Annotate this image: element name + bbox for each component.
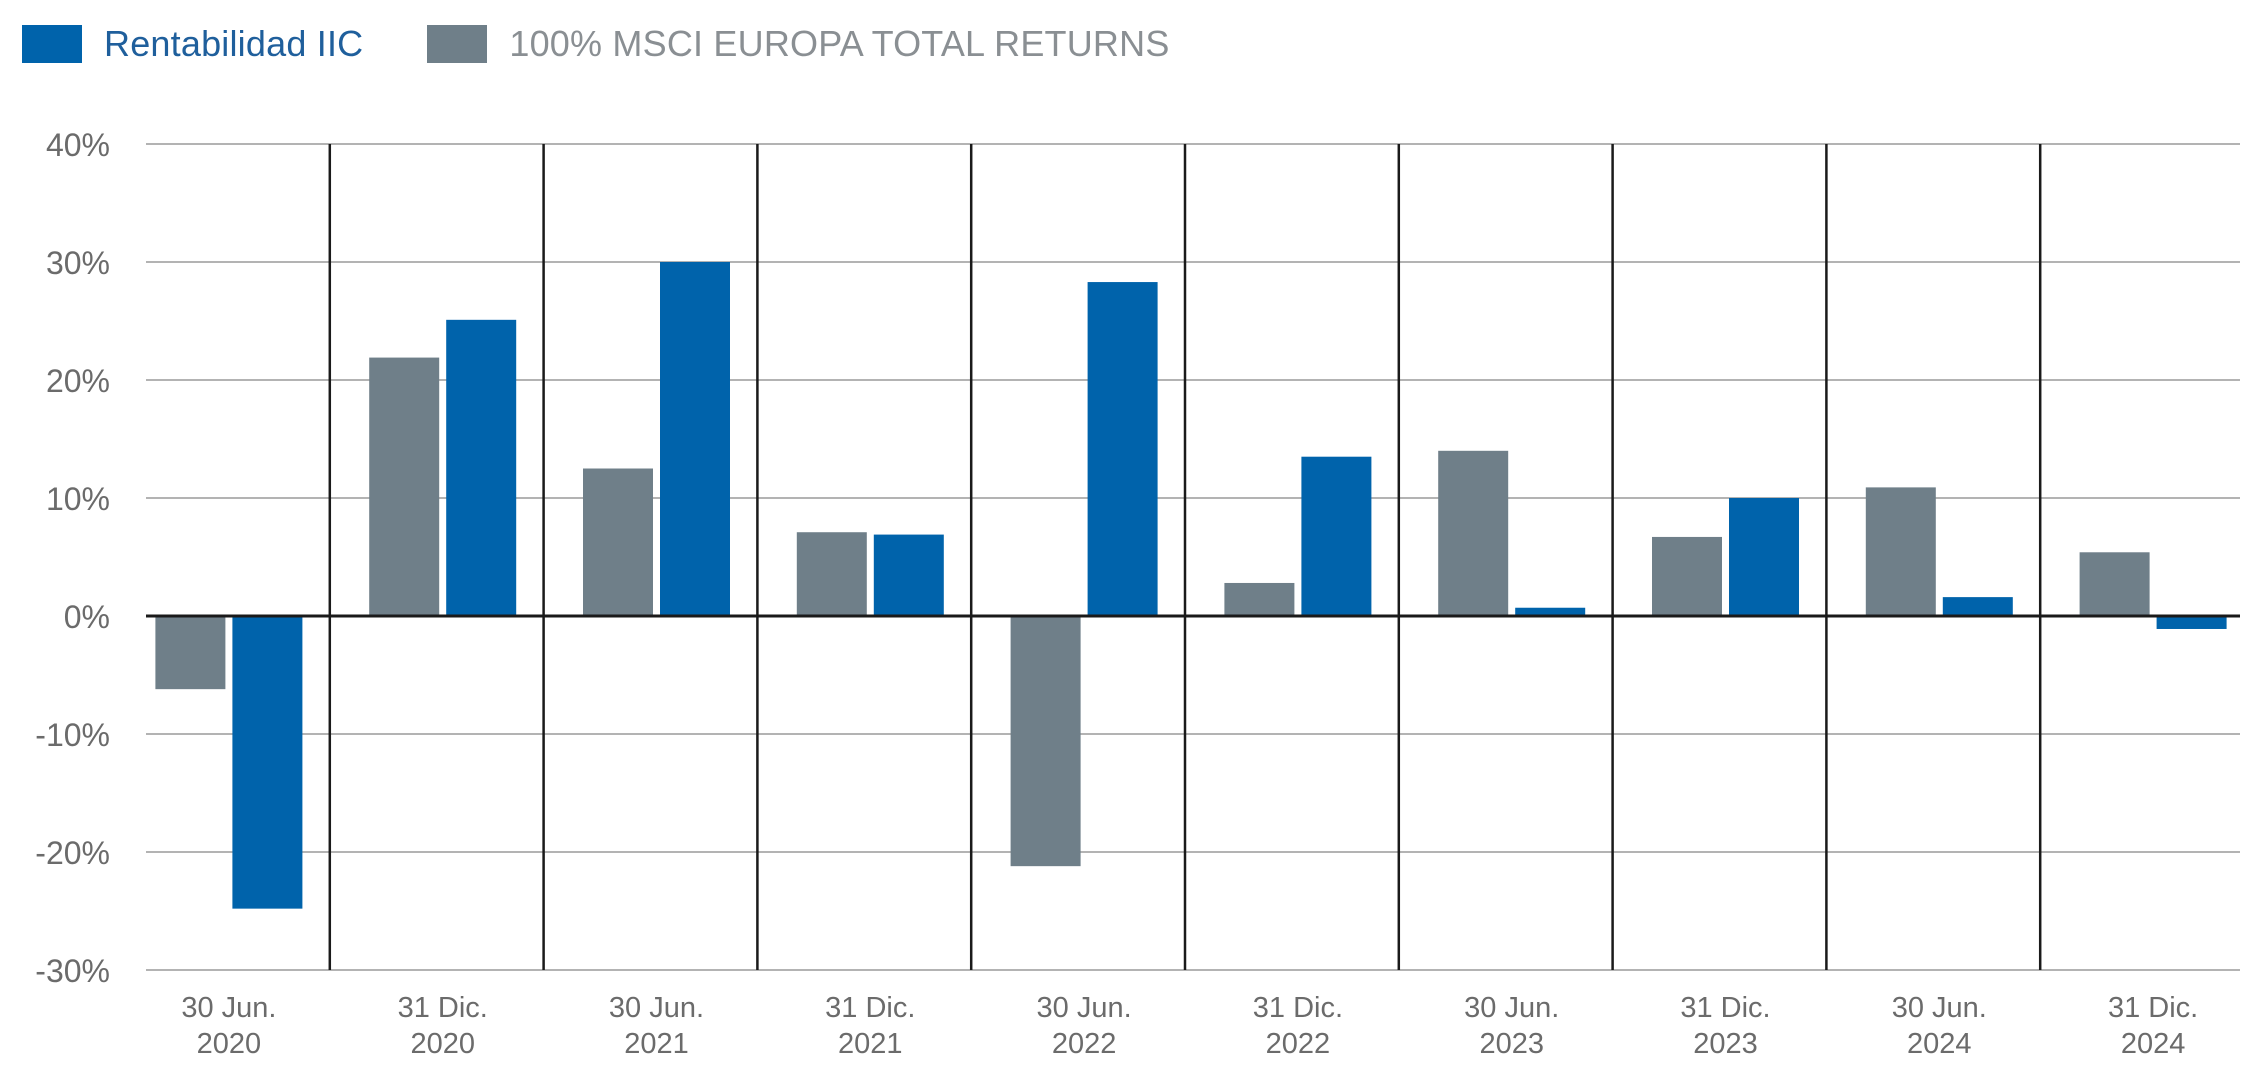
x-tick-label: 31 Dic. — [825, 992, 915, 1024]
bar-msci — [583, 468, 653, 616]
x-tick-label: 30 Jun. — [1037, 992, 1132, 1024]
y-tick-label: -30% — [35, 953, 110, 989]
bar-msci — [1865, 487, 1936, 616]
x-tick-label: 31 Dic. — [1680, 992, 1770, 1024]
x-tick-label: 2023 — [1479, 1028, 1544, 1060]
x-tick-label: 30 Jun. — [181, 992, 276, 1024]
bar-rentabilidad — [1942, 597, 2013, 616]
legend-item-msci[interactable]: 100% MSCI EUROPA TOTAL RETURNS — [427, 23, 1169, 65]
x-tick-label: 2022 — [1266, 1028, 1331, 1060]
x-tick-label: 31 Dic. — [1253, 992, 1343, 1024]
bar-rentabilidad — [232, 616, 303, 909]
bar-rentabilidad — [1729, 498, 1799, 616]
x-tick-label: 30 Jun. — [1464, 992, 1559, 1024]
y-tick-label: 40% — [46, 127, 110, 163]
y-tick-label: 0% — [64, 599, 110, 635]
x-tick-label: 2024 — [1907, 1028, 1972, 1060]
x-tick-label: 30 Jun. — [609, 992, 704, 1024]
x-tick-label: 2020 — [410, 1028, 475, 1060]
x-tick-label: 2020 — [197, 1028, 262, 1060]
bar-rentabilidad — [660, 262, 730, 616]
x-tick-label: 31 Dic. — [2108, 992, 2198, 1024]
bar-msci — [1438, 450, 1509, 616]
legend-label-msci: 100% MSCI EUROPA TOTAL RETURNS — [509, 23, 1170, 64]
x-tick-label: 2022 — [1052, 1028, 1117, 1060]
legend-item-rentabilidad[interactable]: Rentabilidad IIC — [22, 23, 363, 65]
bar-msci — [1224, 582, 1295, 616]
bar-rentabilidad — [1087, 282, 1158, 616]
x-tick-label: 30 Jun. — [1892, 992, 1987, 1024]
bar-msci — [1652, 536, 1722, 616]
legend-label-rentabilidad: Rentabilidad IIC — [104, 23, 364, 64]
bar-msci — [2079, 552, 2150, 616]
bar-msci — [155, 616, 226, 690]
bar-rentabilidad — [2156, 616, 2227, 629]
bar-rentabilidad — [1515, 607, 1586, 616]
x-tick-label: 2023 — [1693, 1028, 1758, 1060]
legend-swatch-msci — [427, 25, 488, 63]
x-tick-label: 31 Dic. — [398, 992, 488, 1024]
legend: Rentabilidad IIC 100% MSCI EUROPA TOTAL … — [22, 22, 1234, 66]
bar-rentabilidad — [873, 534, 944, 616]
y-tick-label: -10% — [35, 717, 110, 753]
x-tick-label: 2024 — [2121, 1028, 2186, 1060]
bar-msci — [796, 532, 867, 616]
y-tick-label: 30% — [46, 245, 110, 281]
bar-rentabilidad — [1301, 456, 1372, 616]
y-tick-label: -20% — [35, 835, 110, 871]
bar-msci — [1010, 616, 1081, 867]
bar-msci — [369, 357, 440, 616]
bar-rentabilidad — [446, 319, 517, 616]
legend-swatch-rentabilidad — [22, 25, 82, 63]
x-tick-label: 2021 — [838, 1028, 903, 1060]
y-tick-label: 10% — [46, 481, 110, 517]
y-tick-label: 20% — [46, 363, 110, 399]
x-tick-label: 2021 — [624, 1028, 689, 1060]
